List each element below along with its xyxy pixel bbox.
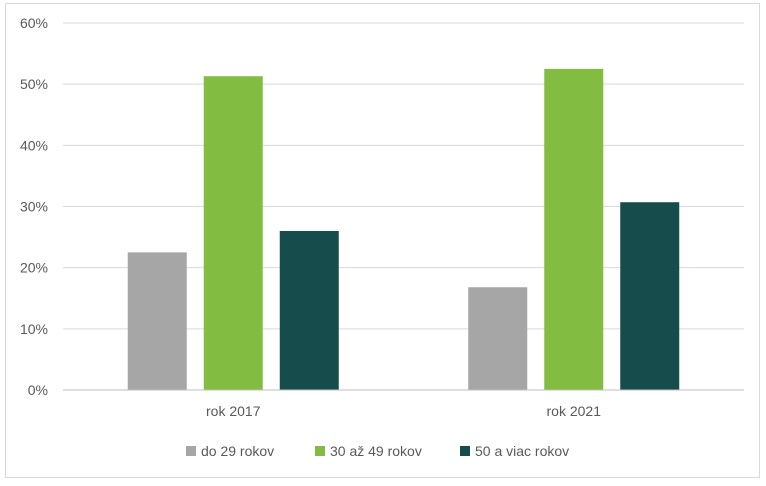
x-category-label: rok 2021 xyxy=(547,403,602,419)
x-category-label: rok 2017 xyxy=(206,403,261,419)
legend-label: do 29 rokov xyxy=(201,443,274,459)
legend-label: 30 až 49 rokov xyxy=(330,443,422,459)
x-axis-categories: rok 2017 rok 2021 xyxy=(206,403,601,419)
y-tick-label: 20% xyxy=(20,260,48,276)
legend-item: do 29 rokov xyxy=(186,443,274,459)
bars xyxy=(127,68,680,390)
bar-30-až-49-rokov-rok-2021 xyxy=(544,68,604,390)
legend-label: 50 a viac rokov xyxy=(475,443,569,459)
y-tick-label: 40% xyxy=(20,137,48,153)
bar-do-29-rokov-rok-2017 xyxy=(127,252,187,390)
bar-do-29-rokov-rok-2021 xyxy=(468,287,528,390)
bar-30-až-49-rokov-rok-2017 xyxy=(203,76,263,390)
bar-50-a-viac-rokov-rok-2021 xyxy=(620,202,680,390)
legend-item: 30 až 49 rokov xyxy=(315,443,422,459)
legend: do 29 rokov 30 až 49 rokov 50 a viac rokov xyxy=(186,443,569,459)
legend-swatch xyxy=(460,446,470,456)
y-tick-label: 30% xyxy=(20,199,48,215)
y-axis-ticks: 0% 10% 20% 30% 40% 50% 60% xyxy=(20,15,48,398)
y-tick-label: 0% xyxy=(28,382,48,398)
y-tick-label: 50% xyxy=(20,76,48,92)
y-tick-label: 10% xyxy=(20,321,48,337)
legend-item: 50 a viac rokov xyxy=(460,443,569,459)
legend-swatch xyxy=(315,446,325,456)
bar-50-a-viac-rokov-rok-2017 xyxy=(279,230,339,390)
y-tick-label: 60% xyxy=(20,15,48,31)
legend-swatch xyxy=(186,446,196,456)
